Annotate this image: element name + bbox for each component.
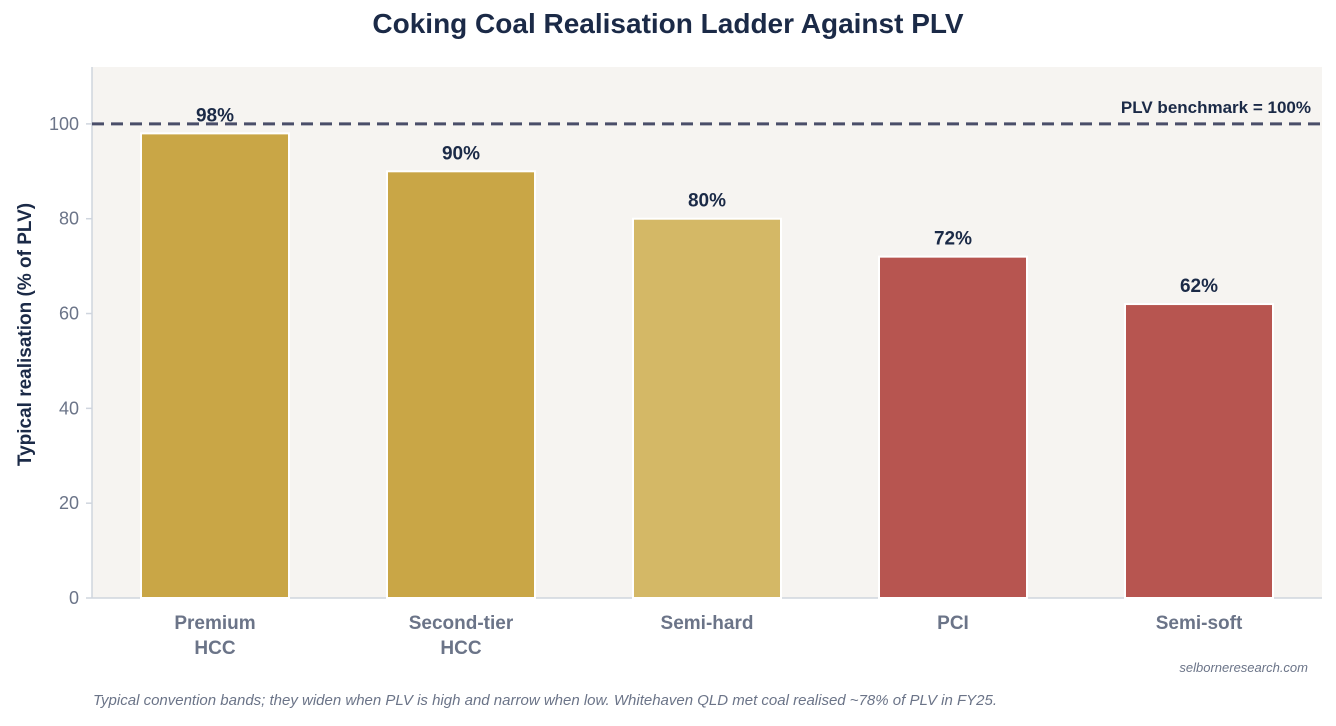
chart-title: Coking Coal Realisation Ladder Against P… [372, 8, 964, 39]
x-tick-label: Premium [174, 613, 255, 634]
footnote: Typical convention bands; they widen whe… [93, 692, 997, 709]
y-tick-label: 80 [59, 209, 79, 229]
y-tick-label: 0 [69, 588, 79, 608]
data-label: 62% [1180, 276, 1218, 297]
y-tick-label: 100 [49, 114, 79, 134]
data-label: 80% [688, 191, 726, 212]
bar [1124, 303, 1274, 599]
bar [140, 132, 290, 599]
bar [386, 170, 536, 600]
data-label: 72% [934, 229, 972, 250]
data-label: 90% [442, 143, 480, 164]
y-tick-label: 60 [59, 304, 79, 324]
x-tick-label: PCI [937, 613, 969, 634]
y-tick-label: 20 [59, 493, 79, 513]
x-tick-label: Semi-hard [661, 613, 754, 634]
x-tick-label: HCC [440, 638, 481, 659]
x-tick-label: Semi-soft [1156, 613, 1243, 634]
x-tick-label: Second-tier [409, 613, 514, 634]
x-tick-label: HCC [194, 638, 235, 659]
y-axis-label: Typical realisation (% of PLV) [15, 203, 36, 466]
bar [878, 255, 1028, 599]
reference-line-label: PLV benchmark = 100% [1121, 98, 1311, 117]
y-tick-label: 40 [59, 398, 79, 418]
bar [632, 217, 782, 599]
data-label: 98% [196, 105, 234, 126]
source-credit: selborneresearch.com [1179, 660, 1308, 675]
